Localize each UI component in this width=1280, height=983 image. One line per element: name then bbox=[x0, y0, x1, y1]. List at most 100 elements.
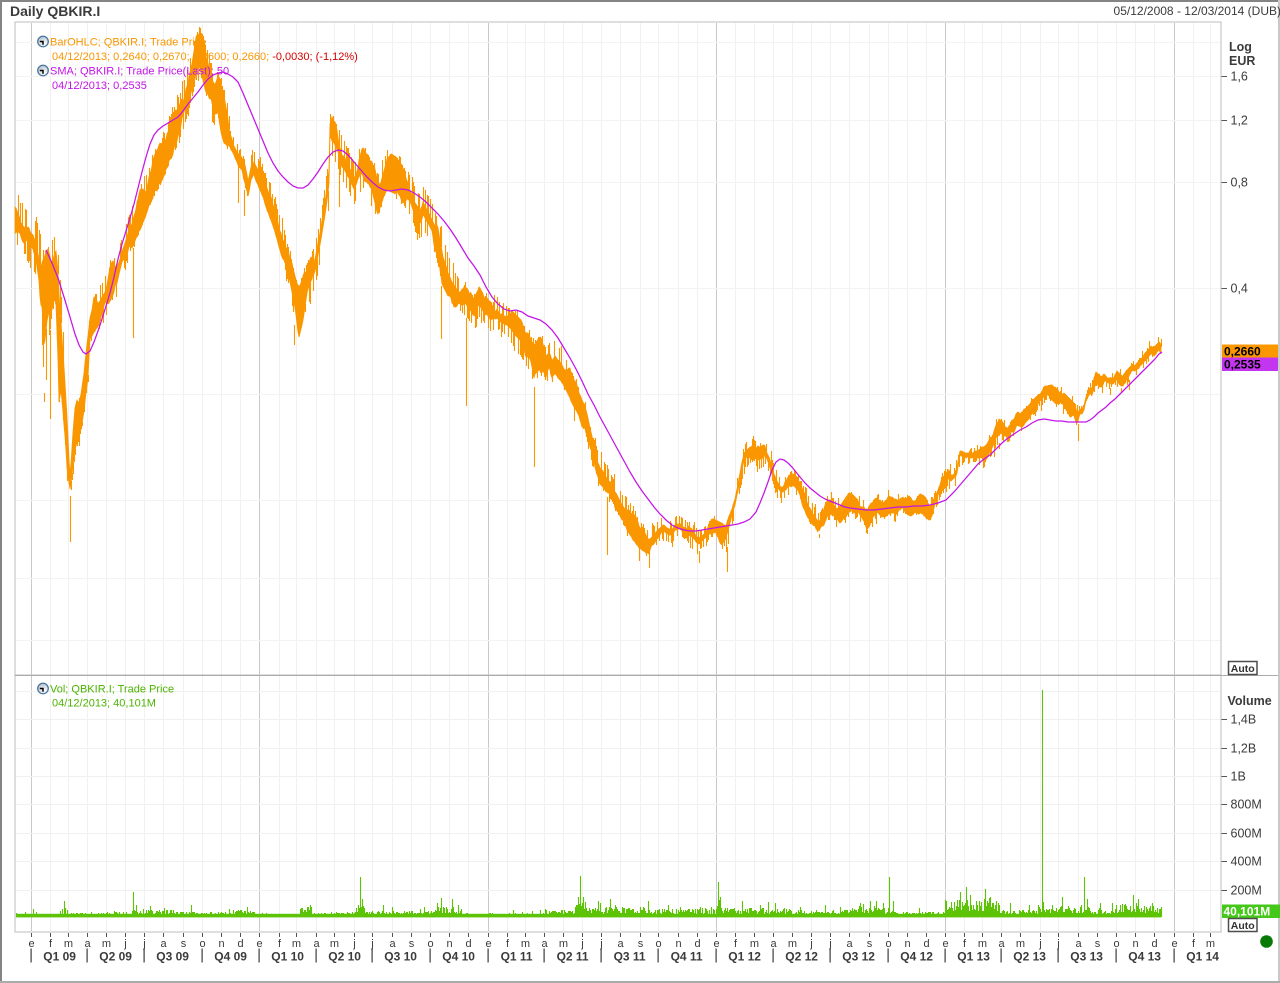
svg-text:j: j bbox=[123, 938, 126, 950]
svg-text:Q3 09: Q3 09 bbox=[156, 950, 189, 964]
svg-text:m: m bbox=[64, 938, 73, 950]
svg-text:s: s bbox=[1095, 938, 1101, 950]
svg-text:a: a bbox=[846, 938, 853, 950]
svg-text:800M: 800M bbox=[1231, 798, 1262, 812]
svg-text:Auto: Auto bbox=[1231, 663, 1255, 675]
svg-text:m: m bbox=[1206, 938, 1215, 950]
svg-text:Q1 13: Q1 13 bbox=[957, 950, 990, 964]
svg-text:40,101M: 40,101M bbox=[1224, 905, 1271, 919]
svg-text:Vol; QBKIR.I; Trade Price: Vol; QBKIR.I; Trade Price bbox=[50, 683, 174, 695]
svg-text:Q4 09: Q4 09 bbox=[214, 950, 247, 964]
svg-text:d: d bbox=[923, 938, 929, 950]
svg-text:n: n bbox=[904, 938, 910, 950]
svg-text:Q4 13: Q4 13 bbox=[1128, 950, 1161, 964]
svg-text:f: f bbox=[278, 938, 282, 950]
svg-text:600M: 600M bbox=[1231, 827, 1262, 841]
svg-text:Q3 11: Q3 11 bbox=[614, 950, 646, 964]
svg-text:f: f bbox=[506, 938, 510, 950]
svg-text:Q2 09: Q2 09 bbox=[99, 950, 132, 964]
svg-text:j: j bbox=[580, 938, 583, 950]
svg-text:j: j bbox=[1056, 938, 1059, 950]
svg-text:o: o bbox=[427, 938, 433, 950]
svg-text:04/12/2013; 40,101M: 04/12/2013; 40,101M bbox=[52, 698, 156, 710]
svg-text:Daily QBKIR.I: Daily QBKIR.I bbox=[10, 3, 100, 19]
svg-text:Volume: Volume bbox=[1228, 694, 1272, 708]
svg-text:a: a bbox=[998, 938, 1005, 950]
svg-text:0,8: 0,8 bbox=[1231, 176, 1248, 190]
svg-text:Log: Log bbox=[1229, 40, 1252, 54]
svg-text:05/12/2008 - 12/03/2014 (DUB): 05/12/2008 - 12/03/2014 (DUB) bbox=[1114, 4, 1280, 18]
svg-text:m: m bbox=[750, 938, 759, 950]
svg-text:e: e bbox=[256, 938, 262, 950]
svg-text:j: j bbox=[599, 938, 602, 950]
svg-text:f: f bbox=[963, 938, 967, 950]
svg-text:m: m bbox=[559, 938, 568, 950]
svg-text:d: d bbox=[237, 938, 243, 950]
svg-text:EUR: EUR bbox=[1229, 54, 1255, 68]
svg-text:j: j bbox=[828, 938, 831, 950]
svg-text:200M: 200M bbox=[1231, 884, 1262, 898]
svg-text:m: m bbox=[1016, 938, 1025, 950]
svg-text:Q1 11: Q1 11 bbox=[501, 950, 533, 964]
svg-text:f: f bbox=[734, 938, 738, 950]
svg-text:j: j bbox=[809, 938, 812, 950]
svg-text:f: f bbox=[1192, 938, 1196, 950]
svg-text:e: e bbox=[28, 938, 34, 950]
svg-text:Q3 10: Q3 10 bbox=[384, 950, 417, 964]
svg-text:f: f bbox=[49, 938, 53, 950]
svg-text:a: a bbox=[160, 938, 167, 950]
svg-text:j: j bbox=[1038, 938, 1041, 950]
svg-text:j: j bbox=[352, 938, 355, 950]
svg-text:n: n bbox=[218, 938, 224, 950]
svg-text:s: s bbox=[638, 938, 644, 950]
svg-text:Q4 12: Q4 12 bbox=[900, 950, 933, 964]
svg-text:m: m bbox=[330, 938, 339, 950]
svg-text:1B: 1B bbox=[1231, 770, 1246, 784]
svg-text:m: m bbox=[292, 938, 301, 950]
svg-text:j: j bbox=[370, 938, 373, 950]
svg-text:o: o bbox=[1113, 938, 1119, 950]
svg-text:s: s bbox=[409, 938, 415, 950]
svg-text:1,2B: 1,2B bbox=[1231, 742, 1257, 756]
svg-text:a: a bbox=[541, 938, 548, 950]
svg-text:Q1 09: Q1 09 bbox=[43, 950, 76, 964]
svg-text:m: m bbox=[788, 938, 797, 950]
svg-text:Auto: Auto bbox=[1231, 920, 1255, 932]
svg-text:e: e bbox=[1171, 938, 1177, 950]
svg-text:Q3 12: Q3 12 bbox=[842, 950, 875, 964]
svg-text:Q1 10: Q1 10 bbox=[271, 950, 304, 964]
svg-text:a: a bbox=[389, 938, 396, 950]
svg-text:04/12/2013; 0,2535: 04/12/2013; 0,2535 bbox=[52, 80, 147, 92]
svg-text:Q2 12: Q2 12 bbox=[785, 950, 818, 964]
svg-text:e: e bbox=[485, 938, 491, 950]
svg-text:d: d bbox=[1151, 938, 1157, 950]
svg-text:Q3 13: Q3 13 bbox=[1070, 950, 1103, 964]
svg-text:n: n bbox=[675, 938, 681, 950]
svg-text:m: m bbox=[102, 938, 111, 950]
svg-text:j: j bbox=[142, 938, 145, 950]
svg-text:m: m bbox=[521, 938, 530, 950]
svg-text:Q2 13: Q2 13 bbox=[1013, 950, 1046, 964]
svg-text:04/12/2013; 0,2640; 0,2670; 0,: 04/12/2013; 0,2640; 0,2670; 0,2600; 0,26… bbox=[52, 51, 358, 63]
svg-text:400M: 400M bbox=[1231, 855, 1262, 869]
svg-text:a: a bbox=[313, 938, 320, 950]
svg-text:0,2535: 0,2535 bbox=[1224, 358, 1261, 372]
svg-text:Q1 12: Q1 12 bbox=[728, 950, 761, 964]
svg-text:Q2 11: Q2 11 bbox=[557, 950, 589, 964]
svg-text:s: s bbox=[867, 938, 873, 950]
svg-text:a: a bbox=[1075, 938, 1082, 950]
svg-text:o: o bbox=[885, 938, 891, 950]
svg-text:s: s bbox=[181, 938, 187, 950]
svg-text:Q4 11: Q4 11 bbox=[671, 950, 703, 964]
svg-text:Q1 14: Q1 14 bbox=[1186, 950, 1219, 964]
svg-text:Q4 10: Q4 10 bbox=[442, 950, 475, 964]
svg-text:0,2660: 0,2660 bbox=[1224, 345, 1261, 359]
svg-text:a: a bbox=[770, 938, 777, 950]
svg-text:e: e bbox=[713, 938, 719, 950]
svg-text:e: e bbox=[942, 938, 948, 950]
svg-text:d: d bbox=[465, 938, 471, 950]
svg-text:1,2: 1,2 bbox=[1231, 114, 1248, 128]
svg-text:0,4: 0,4 bbox=[1231, 282, 1248, 296]
svg-text:a: a bbox=[617, 938, 624, 950]
svg-text:a: a bbox=[84, 938, 91, 950]
